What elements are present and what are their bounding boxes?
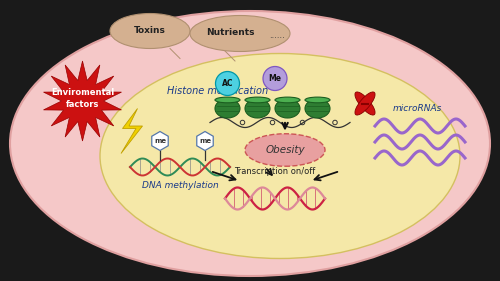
Ellipse shape [215, 97, 240, 103]
Text: Nutrients: Nutrients [206, 28, 254, 37]
Ellipse shape [215, 99, 240, 118]
Ellipse shape [275, 99, 300, 118]
Circle shape [216, 71, 240, 96]
Text: DNA methylation: DNA methylation [142, 180, 218, 189]
Text: me: me [154, 138, 166, 144]
Text: Histone modification: Histone modification [167, 86, 268, 96]
Text: Me: Me [268, 74, 281, 83]
Text: Transcription on/off: Transcription on/off [234, 167, 316, 176]
Ellipse shape [245, 99, 270, 118]
Ellipse shape [110, 13, 190, 49]
Text: ......: ...... [270, 31, 285, 40]
Ellipse shape [190, 15, 290, 51]
Text: me: me [199, 138, 211, 144]
Text: microRNAs: microRNAs [393, 104, 442, 113]
Text: Toxins: Toxins [134, 26, 166, 35]
Text: AC: AC [222, 79, 233, 88]
Polygon shape [152, 132, 168, 151]
Ellipse shape [275, 97, 300, 103]
Ellipse shape [355, 92, 375, 115]
Polygon shape [197, 132, 213, 151]
Circle shape [263, 67, 287, 90]
Ellipse shape [305, 99, 330, 118]
Ellipse shape [305, 97, 330, 103]
Polygon shape [121, 108, 142, 153]
Text: Obesity: Obesity [265, 145, 305, 155]
Polygon shape [44, 61, 122, 141]
Ellipse shape [245, 134, 325, 166]
Ellipse shape [355, 92, 375, 115]
Ellipse shape [10, 11, 490, 276]
Text: Enviromental
factors: Enviromental factors [51, 89, 114, 108]
Ellipse shape [245, 97, 270, 103]
Ellipse shape [100, 53, 460, 259]
